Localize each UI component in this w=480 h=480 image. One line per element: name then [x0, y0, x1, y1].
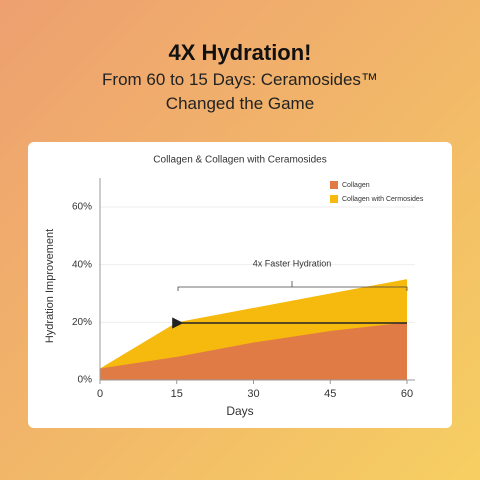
y-tick-label: 20%: [72, 317, 92, 328]
x-tick-label: 15: [171, 388, 183, 400]
x-tick-label: 30: [247, 388, 259, 400]
subtitle: From 60 to 15 Days: Ceramosides™: [102, 70, 378, 89]
legend-swatch: [330, 195, 338, 203]
y-tick-label: 60%: [72, 202, 92, 213]
legend-swatch: [330, 181, 338, 189]
y-tick-label: 0%: [78, 375, 93, 386]
legend-label: Collagen: [342, 182, 370, 189]
x-tick-label: 0: [97, 388, 103, 400]
headline: 4X Hydration!: [168, 40, 312, 65]
chart-title: Collagen & Collagen with Ceramosides: [153, 155, 326, 166]
y-tick-label: 40%: [72, 259, 92, 270]
area: [100, 322, 407, 380]
x-tick-label: 45: [324, 388, 336, 400]
annotation: 4x Faster Hydration: [253, 258, 332, 268]
x-axis-label: Days: [226, 404, 253, 418]
x-tick-label: 60: [401, 388, 413, 400]
legend-label: Collagen with Cermosides: [342, 196, 424, 203]
bracket: [177, 281, 408, 291]
y-axis-label: Hydration Improvement: [44, 229, 56, 343]
subtitle: Changed the Game: [165, 94, 315, 113]
